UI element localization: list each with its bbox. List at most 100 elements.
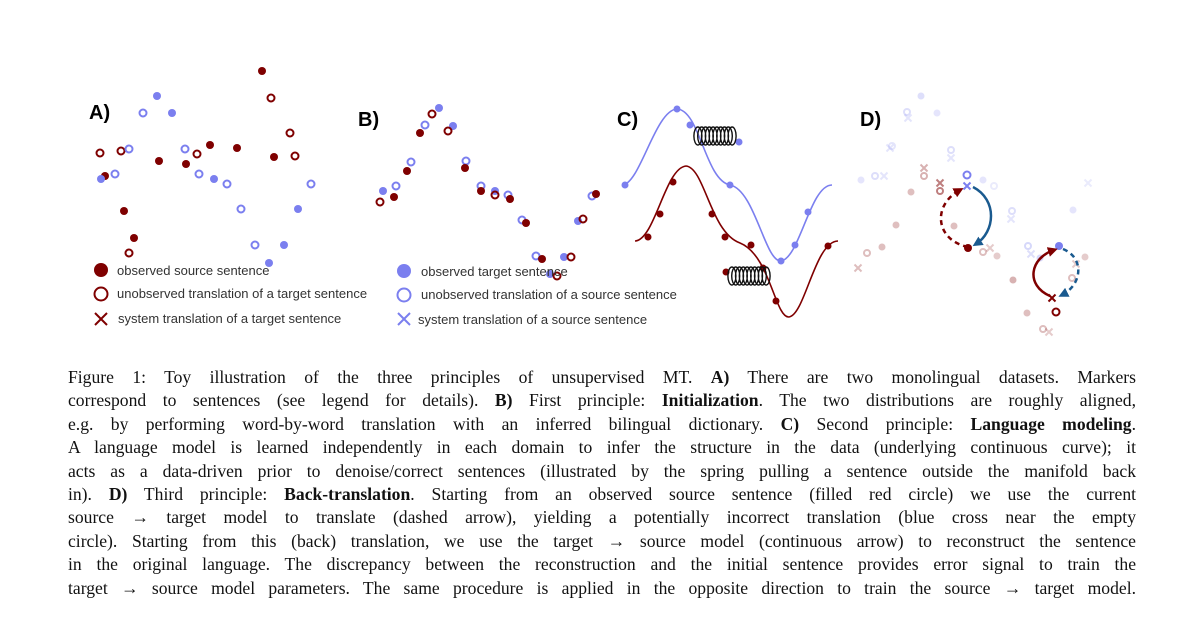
filled-circle-marker — [907, 188, 915, 196]
filled-circle-marker — [933, 109, 941, 117]
filled-circle-marker — [97, 175, 105, 183]
cross-marker — [397, 312, 411, 326]
open-circle-marker — [375, 197, 385, 207]
cross-marker — [1083, 178, 1093, 188]
caption-text: acts as a data-driven prior to denoise/c… — [68, 460, 1136, 481]
caption-text: in the original language. The discrepanc… — [68, 554, 1136, 575]
caption-line: in the original language. The discrepanc… — [68, 553, 1136, 576]
filled-circle-marker — [1023, 309, 1031, 317]
cross-marker — [985, 243, 995, 253]
filled-circle-marker — [1069, 206, 1077, 214]
target-lm-curve — [621, 108, 833, 262]
filled-circle-marker — [461, 164, 469, 172]
open-circle-marker — [920, 172, 928, 180]
caption-text: Third principle: — [127, 483, 285, 504]
filled-circle-marker — [182, 160, 190, 168]
caption-bold: A) — [710, 367, 730, 387]
filled-circle-marker — [1081, 253, 1089, 261]
filled-circle-marker — [477, 187, 485, 195]
caption-line: source → target model to translate (dash… — [68, 506, 1136, 529]
filled-circle-marker — [560, 253, 568, 261]
panel-label-c: C) — [617, 109, 638, 131]
filled-circle-marker — [270, 153, 278, 161]
panel-label-a: A) — [89, 102, 110, 124]
cross-marker — [885, 143, 895, 153]
filled-circle-marker — [546, 270, 554, 278]
caption-bold: Language modeling — [970, 413, 1132, 434]
open-circle-marker — [192, 149, 202, 159]
open-circle-marker — [420, 120, 430, 130]
caption-text: There are two monolingual datasets. Mark… — [729, 367, 1136, 387]
open-circle-marker — [396, 287, 412, 303]
filled-circle-marker — [233, 144, 241, 152]
filled-circle-marker — [435, 104, 443, 112]
filled-circle-marker — [120, 207, 128, 215]
open-circle-marker — [863, 249, 871, 257]
filled-circle-marker — [917, 92, 925, 100]
filled-circle-marker — [390, 193, 398, 201]
figure-caption: Figure 1: Toy illustration of the three … — [68, 366, 1136, 600]
filled-circle-marker — [857, 176, 865, 184]
open-circle-marker — [1068, 274, 1076, 282]
legend-text: observed target sentence — [421, 264, 568, 279]
open-circle-marker — [290, 151, 300, 161]
caption-text: source → target model to translate (dash… — [68, 507, 1136, 528]
filled-circle-marker — [656, 210, 664, 218]
filled-circle-marker — [993, 252, 1001, 260]
caption-text: e.g. by performing word-by-word translat… — [68, 413, 781, 434]
caption-text: A language model is learned independentl… — [68, 437, 1136, 458]
open-circle-marker — [124, 144, 134, 154]
filled-circle-marker — [506, 195, 514, 203]
filled-circle-marker — [379, 187, 387, 195]
filled-circle-marker — [130, 234, 138, 242]
open-circle-marker — [116, 146, 126, 156]
open-circle-marker — [979, 248, 987, 256]
filled-circle-marker — [522, 219, 530, 227]
cross-marker — [853, 263, 863, 273]
open-circle-marker — [138, 108, 148, 118]
caption-line: target → source model parameters. The sa… — [68, 577, 1136, 600]
legend: observed source sentence unobserved tran… — [93, 263, 677, 327]
open-circle-marker — [250, 240, 260, 250]
figure: A) B) C) D) observed source sentence uno… — [89, 67, 1093, 337]
panel-label-b: B) — [358, 109, 379, 131]
open-circle-marker — [406, 157, 416, 167]
open-circle-marker — [236, 204, 246, 214]
filled-circle-marker — [1009, 276, 1017, 284]
filled-circle-marker — [878, 243, 886, 251]
spring-icon — [693, 126, 737, 146]
filled-circle-marker — [686, 121, 694, 129]
caption-line: in). D) Third principle: Back-translatio… — [68, 483, 1136, 506]
filled-circle-marker — [280, 241, 288, 249]
open-circle-marker — [552, 271, 562, 281]
filled-circle-marker — [735, 138, 743, 146]
filled-circle-marker — [397, 264, 411, 278]
open-circle-marker — [124, 248, 134, 258]
filled-circle-marker — [721, 233, 729, 241]
open-circle-marker — [990, 182, 998, 190]
caption-text: correspond to sentences (see legend for … — [68, 390, 495, 411]
cross-marker — [1006, 214, 1016, 224]
legend-text: system translation of a source sentence — [418, 312, 647, 327]
filled-circle-marker — [265, 259, 273, 267]
legend-text: system translation of a target sentence — [118, 311, 341, 326]
filled-circle-marker — [592, 190, 600, 198]
open-circle-marker — [95, 148, 105, 158]
filled-circle-marker — [747, 241, 755, 249]
filled-circle-marker — [153, 92, 161, 100]
open-circle-marker — [903, 108, 911, 116]
solid-arrow-target-to-source — [972, 185, 993, 247]
open-circle-marker — [427, 109, 437, 119]
caption-text: in). — [68, 483, 109, 504]
cross-marker — [94, 312, 108, 326]
legend-text: observed source sentence — [117, 263, 269, 278]
filled-circle-marker — [210, 175, 218, 183]
cross-marker — [962, 181, 972, 191]
marks — [95, 67, 1093, 337]
open-circle-marker — [1008, 207, 1016, 215]
cross-marker — [1071, 259, 1081, 269]
cross-marker — [903, 113, 913, 123]
open-circle-marker — [490, 190, 500, 200]
filled-circle-marker — [206, 141, 214, 149]
filled-circle-marker — [94, 263, 108, 277]
